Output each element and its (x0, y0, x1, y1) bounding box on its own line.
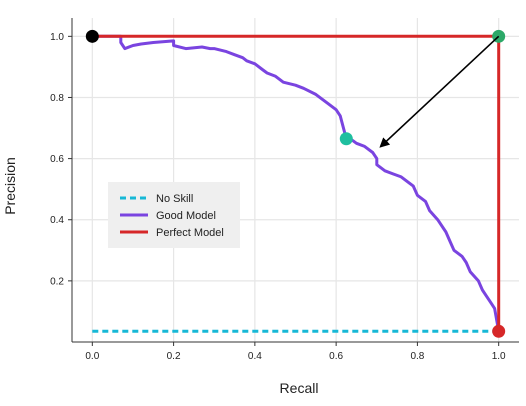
legend-label-no-skill: No Skill (156, 193, 193, 205)
x-tick-label: 0.8 (410, 351, 424, 362)
y-axis-title: Precision (2, 157, 18, 215)
series-line-good-model (92, 34, 501, 332)
x-tick-label: 1.0 (492, 351, 506, 362)
x-tick-label: 0.0 (85, 351, 99, 362)
x-tick-label: 0.2 (167, 351, 181, 362)
y-tick-label: 0.4 (50, 215, 64, 226)
ticks: 0.0 0.2 0.4 0.6 0.8 1.0 0.2 0.4 0.6 0.8 1.0 (50, 32, 506, 362)
y-tick-label: 0.2 (50, 276, 64, 287)
point-marker (339, 132, 353, 146)
annotation-arrow (379, 35, 500, 148)
legend-label-perfect-model: Perfect Model (156, 227, 224, 239)
grid (72, 18, 519, 342)
axes (71, 18, 519, 343)
x-tick-label: 0.4 (248, 351, 262, 362)
point-marker (492, 324, 506, 338)
arrows-layer (379, 35, 500, 148)
x-axis-title: Recall (280, 380, 319, 396)
x-tick-label: 0.6 (329, 351, 343, 362)
legend-label-good-model: Good Model (156, 210, 216, 222)
y-tick-label: 0.8 (50, 93, 64, 104)
legend: No Skill Good Model Perfect Model (108, 182, 240, 248)
y-tick-label: 1.0 (50, 32, 64, 43)
y-tick-label: 0.6 (50, 154, 64, 165)
point-marker (85, 29, 99, 43)
